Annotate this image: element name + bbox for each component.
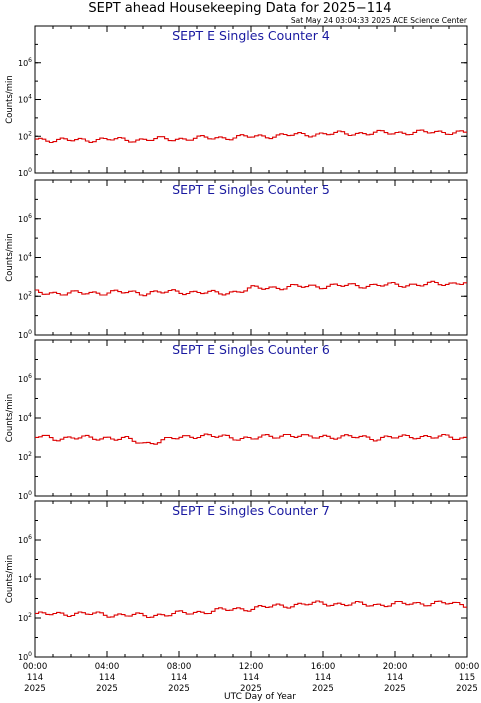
series-line-0 bbox=[35, 280, 467, 297]
series-line-0 bbox=[35, 600, 467, 619]
x-tick-label: 2025 bbox=[312, 684, 334, 694]
panel-title: SEPT E Singles Counter 7 bbox=[172, 503, 330, 518]
y-tick-label: 104 bbox=[18, 252, 32, 263]
panel-title: SEPT E Singles Counter 4 bbox=[172, 28, 330, 43]
y-tick-label: 104 bbox=[18, 94, 32, 105]
x-tick-label: 2025 bbox=[24, 684, 46, 694]
y-tick-label: 102 bbox=[18, 290, 32, 301]
y-tick-label: 102 bbox=[18, 612, 32, 623]
y-tick-label: 106 bbox=[18, 213, 32, 224]
x-tick-label: 00:00 bbox=[23, 662, 48, 672]
figure-title: SEPT ahead Housekeeping Data for 2025−11… bbox=[88, 1, 391, 16]
x-tick-label: 114 bbox=[243, 673, 259, 683]
series-line-0 bbox=[35, 129, 467, 144]
x-axis-title: UTC Day of Year bbox=[224, 692, 296, 702]
y-tick-label: 100 bbox=[18, 651, 32, 662]
x-tick-label: 2025 bbox=[240, 684, 262, 694]
x-tick-label: 00:00 bbox=[455, 662, 480, 672]
x-tick-label: 2025 bbox=[456, 684, 478, 694]
x-tick-label: 20:00 bbox=[383, 662, 408, 672]
x-tick-label: 08:00 bbox=[167, 662, 192, 672]
y-axis-title: Counts/min bbox=[5, 555, 15, 604]
y-tick-label: 106 bbox=[18, 57, 32, 68]
x-tick-label: 114 bbox=[171, 673, 187, 683]
y-tick-label: 106 bbox=[18, 373, 32, 384]
panel-title: SEPT E Singles Counter 6 bbox=[172, 342, 330, 357]
x-tick-label: 16:00 bbox=[311, 662, 336, 672]
y-axis-title: Counts/min bbox=[5, 75, 15, 124]
y-tick-label: 100 bbox=[18, 490, 32, 501]
x-tick-label: 2025 bbox=[96, 684, 118, 694]
x-tick-label: 115 bbox=[459, 673, 475, 683]
x-tick-label: 12:00 bbox=[239, 662, 264, 672]
x-tick-label: 114 bbox=[387, 673, 403, 683]
x-tick-label: 2025 bbox=[384, 684, 406, 694]
panel-title: SEPT E Singles Counter 5 bbox=[172, 182, 330, 197]
y-axis-title: Counts/min bbox=[5, 233, 15, 282]
y-tick-label: 100 bbox=[18, 167, 32, 178]
y-tick-label: 102 bbox=[18, 130, 32, 141]
series-line-0 bbox=[35, 433, 467, 445]
x-tick-label: 2025 bbox=[168, 684, 190, 694]
y-tick-label: 100 bbox=[18, 329, 32, 340]
y-tick-label: 104 bbox=[18, 573, 32, 584]
x-tick-label: 114 bbox=[315, 673, 331, 683]
y-tick-label: 102 bbox=[18, 451, 32, 462]
y-tick-label: 104 bbox=[18, 412, 32, 423]
x-tick-label: 114 bbox=[99, 673, 115, 683]
timestamp-label: Sat May 24 03:04:33 2025 ACE Science Cen… bbox=[291, 16, 468, 25]
x-tick-label: 04:00 bbox=[95, 662, 120, 672]
x-tick-label: 114 bbox=[27, 673, 43, 683]
x-axis-labels: 00:00114202504:00114202508:00114202512:0… bbox=[23, 662, 480, 694]
y-axis-title: Counts/min bbox=[5, 394, 15, 443]
y-tick-label: 106 bbox=[18, 534, 32, 545]
